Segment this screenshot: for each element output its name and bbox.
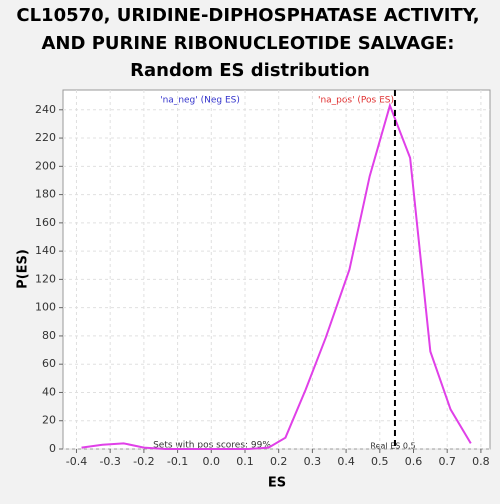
y-tick-label: 60 (42, 357, 56, 370)
chart-title: CL10570, URIDINE-DIPHOSPHATASE ACTIVITY, (16, 5, 479, 26)
y-tick-label: 180 (35, 188, 56, 201)
annotation: 'na_neg' (Neg ES) (160, 96, 240, 106)
x-tick-label: 0.4 (337, 455, 355, 468)
y-tick-label: 40 (42, 385, 56, 398)
y-tick-label: 220 (35, 131, 56, 144)
x-tick-label: 0.5 (371, 455, 389, 468)
annotation: Sets with pos scores: 99% (153, 441, 271, 451)
y-tick-label: 240 (35, 103, 56, 116)
x-tick-label: -0.1 (167, 455, 188, 468)
x-tick-label: -0.3 (99, 455, 120, 468)
chart-title: Random ES distribution (130, 60, 370, 81)
x-axis-label: ES (268, 476, 286, 491)
chart-title: AND PURINE RIBONUCLEOTIDE SALVAGE: (41, 33, 454, 54)
x-tick-label: -0.4 (66, 455, 87, 468)
y-tick-label: 200 (35, 159, 56, 172)
x-tick-label: 0.1 (236, 455, 254, 468)
y-tick-label: 80 (42, 329, 56, 342)
y-axis-label: P(ES) (16, 249, 31, 289)
y-tick-label: 0 (49, 442, 56, 455)
y-tick-label: 100 (35, 301, 56, 314)
x-tick-label: 0.6 (405, 455, 423, 468)
x-tick-label: -0.2 (133, 455, 154, 468)
y-tick-label: 20 (42, 414, 56, 427)
plot-area (62, 89, 491, 450)
annotation: 'na_pos' (Pos ES) (318, 96, 394, 106)
x-tick-label: 0.3 (304, 455, 322, 468)
x-tick-label: 0.8 (472, 455, 490, 468)
y-tick-label: 120 (35, 272, 56, 285)
y-tick-label: 160 (35, 216, 56, 229)
y-tick-label: 140 (35, 244, 56, 257)
x-tick-label: 0.2 (270, 455, 288, 468)
annotation: Real ES 0.5 (370, 442, 415, 451)
x-tick-label: 0.0 (203, 455, 221, 468)
x-tick-label: 0.7 (438, 455, 456, 468)
data-line (81, 102, 472, 450)
